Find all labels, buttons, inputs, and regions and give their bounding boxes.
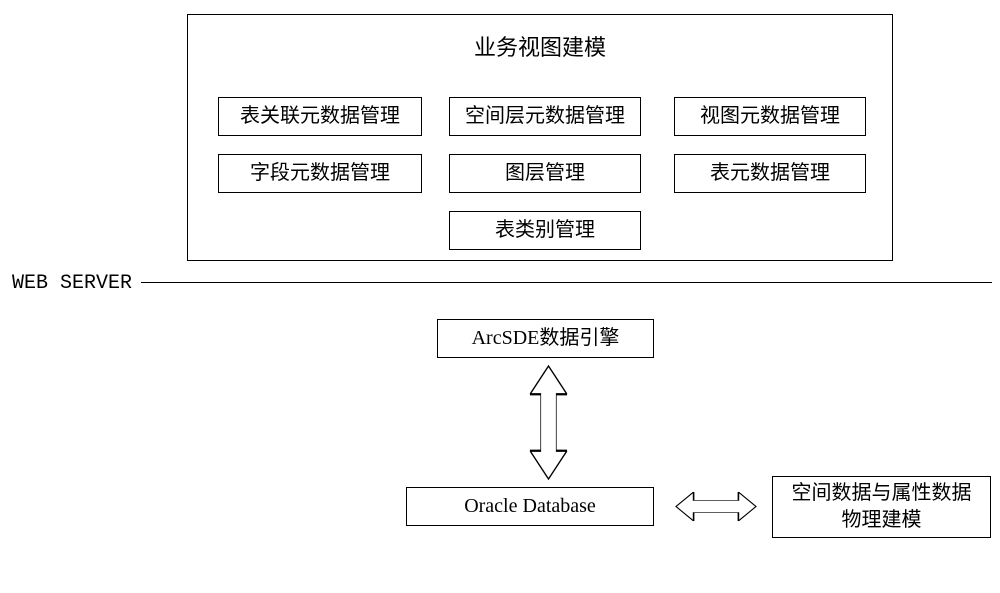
inner-box-label: 图层管理: [505, 160, 585, 187]
inner-box-field-meta: 字段元数据管理: [218, 154, 422, 193]
inner-box-spatial-layer-meta: 空间层元数据管理: [449, 97, 641, 136]
horizontal-double-arrow-icon: [676, 492, 756, 521]
inner-box-label: 空间层元数据管理: [465, 103, 625, 130]
web-server-label: WEB SERVER: [12, 272, 132, 295]
inner-box-table-category: 表类别管理: [449, 211, 641, 250]
inner-box-label: 视图元数据管理: [700, 103, 840, 130]
arcsde-engine-box: ArcSDE数据引擎: [437, 319, 654, 358]
diagram-canvas: 业务视图建模 表类别管理 表元数据管理 图层管理 字段元数据管理 视图元数据管理 空间层元…: [0, 0, 1000, 593]
inner-box-label: 表类别管理: [495, 217, 595, 244]
outer-box-title: 业务视图建模: [474, 33, 606, 63]
physical-label: 空间数据与属性数据 物理建模: [792, 480, 972, 534]
inner-box-label: 字段元数据管理: [250, 160, 390, 187]
vertical-double-arrow-icon: [530, 366, 567, 479]
inner-box-label: 表关联元数据管理: [240, 103, 400, 130]
divider-line: [141, 282, 992, 283]
inner-box-view-meta: 视图元数据管理: [674, 97, 866, 136]
inner-box-layer-mgmt: 图层管理: [449, 154, 641, 193]
inner-box-table-meta: 表元数据管理: [674, 154, 866, 193]
inner-box-table-link-meta: 表关联元数据管理: [218, 97, 422, 136]
physical-modeling-box: 空间数据与属性数据 物理建模: [772, 476, 991, 538]
arcsde-label: ArcSDE数据引擎: [472, 325, 620, 352]
oracle-label: Oracle Database: [464, 493, 596, 520]
oracle-database-box: Oracle Database: [406, 487, 654, 526]
inner-box-label: 表元数据管理: [710, 160, 830, 187]
